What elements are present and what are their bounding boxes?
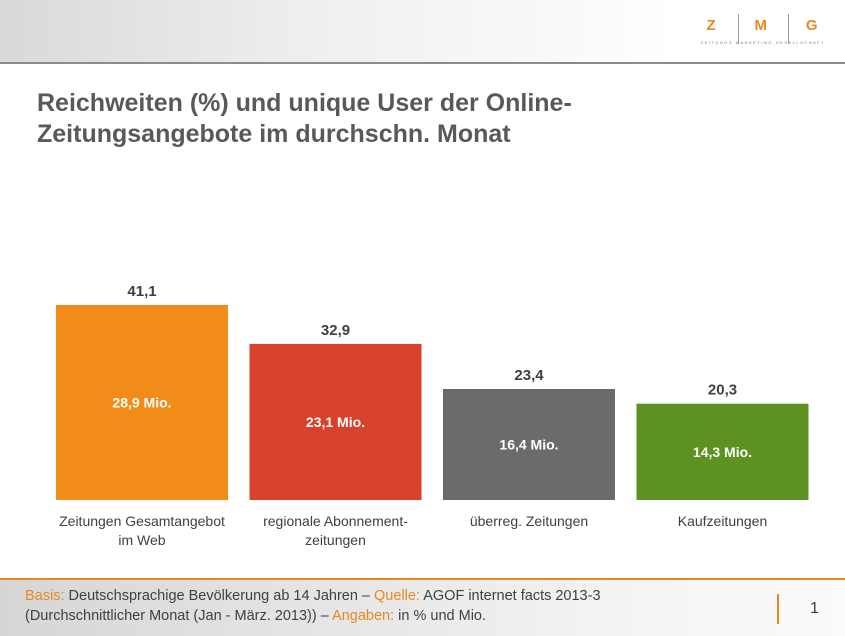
zmg-logo: Z M G ZEITUNGS MARKETING GESELLSCHAFT [688,12,838,48]
page-number-separator [777,594,779,624]
page-number: 1 [810,600,819,617]
basis-text: Deutschsprachige Bevölkerung ab 14 Jahre… [64,588,375,604]
slide-title: Reichweiten (%) und unique User der Onli… [37,88,777,150]
footer-note: Basis: Deutschsprachige Bevölkerung ab 1… [25,586,755,626]
bar-inner-label: 23,1 Mio. [306,414,365,430]
category-label-line: überreg. Zeitungen [469,513,589,529]
quelle-label: Quelle: [374,588,420,604]
bar-value-label: 23,4 [514,367,544,384]
category-label: Zeitungen Gesamtangebot im Web [42,512,242,550]
bar [443,388,615,500]
category-label-line: zeitungen [305,532,366,548]
bar-value-label: 32,9 [321,322,350,339]
logo-separator [788,14,789,44]
basis-label: Basis: [25,588,65,604]
category-label: regionale Abonnement-zeitungen [236,512,436,550]
bar-inner-label: 28,9 Mio. [112,395,171,411]
category-label-line: im Web [118,532,166,548]
footer-band [0,578,845,636]
bar-inner-label: 16,4 Mio. [499,436,558,452]
footer-line-1: Basis: Deutschsprachige Bevölkerung ab 1… [25,586,755,606]
category-label-line: Zeitungen Gesamtangebot [59,513,225,529]
logo-letter-g: G [805,16,820,34]
bar [636,403,809,500]
angaben-text: in % und Mio. [394,608,487,624]
bar [249,343,422,500]
slide-title-line-2: Zeitungsangebote im durchschn. Monat [37,120,511,148]
logo-separator [738,14,739,44]
footer-line-2: (Durchschnittlicher Monat (Jan - März. 2… [25,606,755,626]
bar-inner-label: 14,3 Mio. [693,444,752,460]
bar-value-label: 41,1 [127,283,156,300]
logo-letter-z: Z [706,16,718,34]
category-label-line: regionale Abonnement- [263,513,408,529]
bar [56,305,228,500]
category-label: Kaufzeitungen [623,512,823,531]
header-band [0,0,845,64]
category-label-line: Kaufzeitungen [677,513,768,529]
period-text: (Durchschnittlicher Monat (Jan - März. 2… [25,608,333,624]
angaben-label: Angaben: [332,608,395,624]
bar-value-label: 20,3 [708,382,737,399]
category-label: überreg. Zeitungen [429,512,629,531]
slide-title-line-1: Reichweiten (%) und unique User der Onli… [37,89,572,117]
logo-letter-m: M [754,16,769,34]
logo-tagline: ZEITUNGS MARKETING GESELLSCHAFT [700,40,826,45]
quelle-text: AGOF internet facts 2013-3 [419,588,601,604]
logo-letters: Z M G [688,12,838,38]
